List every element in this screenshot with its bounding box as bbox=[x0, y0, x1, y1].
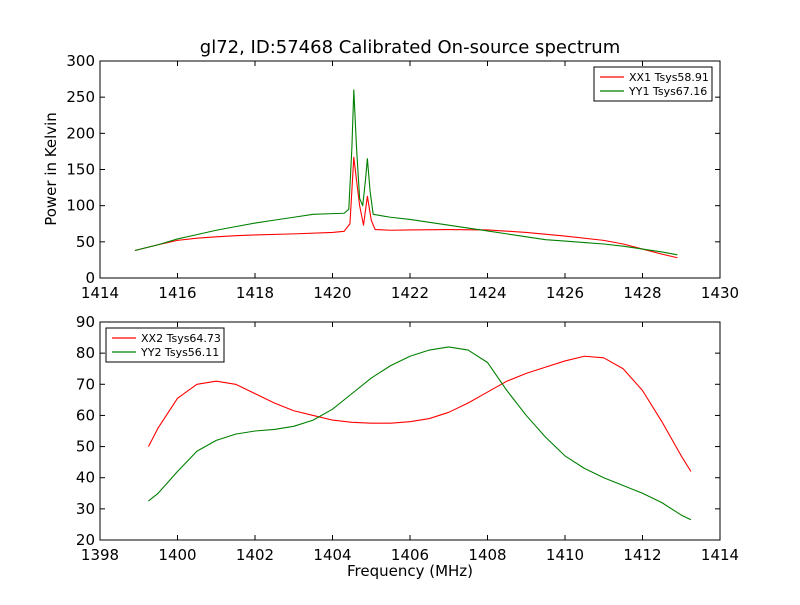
top-y-tick-label: 50 bbox=[76, 233, 95, 251]
bottom-x-tick-label: 1412 bbox=[623, 546, 661, 564]
bottom-x-tick-label: 1402 bbox=[236, 546, 274, 564]
top-y-tick-label: 300 bbox=[66, 52, 95, 70]
bottom-y-tick-label: 50 bbox=[76, 438, 95, 456]
top-legend-label-2: YY1 Tsys67.16 bbox=[628, 85, 707, 98]
bottom-y-tick-label: 40 bbox=[76, 469, 95, 487]
bottom-x-tick-label: 1410 bbox=[546, 546, 584, 564]
top-y-tick-label: 250 bbox=[66, 88, 95, 106]
top-y-tick-label: 200 bbox=[66, 124, 95, 142]
chart-title: gl72, ID:57468 Calibrated On-source spec… bbox=[200, 37, 620, 58]
top-x-tick-label: 1424 bbox=[468, 284, 506, 302]
bottom-plot-area: 1398 1400 1402 1404 1406 1408 1410 1412 1414 20 30… bbox=[76, 313, 739, 564]
top-x-tick-label: 1430 bbox=[701, 284, 739, 302]
x-axis-title-bottom: Frequency (MHz) bbox=[347, 562, 473, 580]
bottom-x-tick-label: 1408 bbox=[468, 546, 506, 564]
bottom-y-tick-label: 30 bbox=[76, 500, 95, 518]
bottom-y-tick-label: 90 bbox=[76, 313, 95, 331]
top-plot-area: 1414 1416 1418 1420 1422 1424 1426 1428 1430 0 50 1… bbox=[66, 52, 739, 302]
bottom-y-tick-label: 70 bbox=[76, 375, 95, 393]
top-y-tick-label: 0 bbox=[85, 269, 95, 287]
top-x-tick-label: 1414 bbox=[81, 284, 119, 302]
y-axis-title-top: Power in Kelvin bbox=[42, 112, 60, 226]
bottom-x-tick-label: 1404 bbox=[313, 546, 351, 564]
bottom-x-tick-label: 1400 bbox=[158, 546, 196, 564]
bottom-legend-box bbox=[105, 327, 225, 363]
bottom-y-tick-label: 80 bbox=[76, 344, 95, 362]
bottom-x-tick-label: 1398 bbox=[81, 546, 119, 564]
bottom-legend-label-2: YY2 Tsys56.11 bbox=[140, 346, 219, 359]
top-legend-label-1: XX1 Tsys58.91 bbox=[629, 71, 709, 84]
top-x-tick-label: 1426 bbox=[546, 284, 584, 302]
bottom-y-tick-label: 20 bbox=[76, 531, 95, 549]
top-series-line-2 bbox=[134, 89, 678, 256]
top-y-tick-label: 150 bbox=[66, 161, 95, 179]
top-legend-box bbox=[593, 66, 713, 102]
bottom-series-line-1 bbox=[147, 355, 692, 472]
top-x-tick-label: 1418 bbox=[236, 284, 274, 302]
bottom-series-line-2 bbox=[148, 346, 692, 521]
bottom-x-tick-label: 1414 bbox=[701, 546, 739, 564]
top-x-tick-label: 1428 bbox=[623, 284, 661, 302]
bottom-y-tick-label: 60 bbox=[76, 406, 95, 424]
top-x-tick-label: 1420 bbox=[313, 284, 351, 302]
top-series-line-1 bbox=[134, 156, 678, 259]
top-x-tick-label: 1416 bbox=[158, 284, 196, 302]
top-y-tick-label: 100 bbox=[66, 197, 95, 215]
bottom-legend-label-1: XX2 Tsys64.73 bbox=[141, 332, 221, 345]
top-x-tick-label: 1422 bbox=[391, 284, 429, 302]
bottom-x-tick-label: 1406 bbox=[391, 546, 429, 564]
